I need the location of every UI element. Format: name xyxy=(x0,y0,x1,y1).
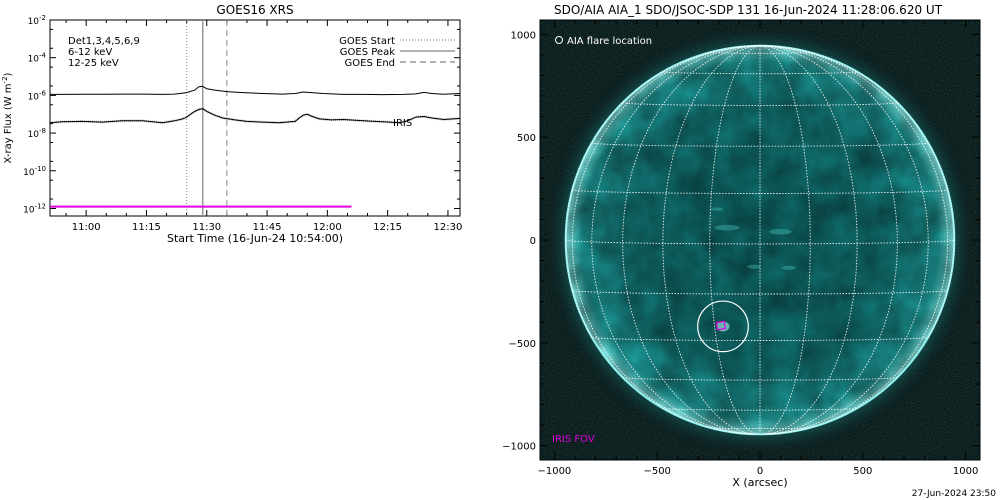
aia-y-tick-label: 500 xyxy=(517,133,536,144)
aia-y-axis: −1000 −500 0 500 1000 xyxy=(502,30,980,453)
longitude-line xyxy=(759,45,858,435)
aia-x-tick-label: −1000 xyxy=(537,466,571,477)
flare-location-circle xyxy=(697,300,749,353)
iris-fov-label: IRIS FOV xyxy=(552,434,595,445)
goes-y-tick-label: 10-4 xyxy=(28,52,47,65)
goes-y-axis-label: X-ray Flux (W m-2) xyxy=(1,72,14,163)
longitude-line xyxy=(565,45,761,338)
goes-x-axis: 11:00 11:15 11:30 11:45 12:00 12:15 12:30 xyxy=(65,20,463,233)
heliographic-grid xyxy=(565,45,955,435)
aia-y-tick-label: 0 xyxy=(530,236,536,247)
longitude-line xyxy=(571,45,761,435)
goes-y-tick-label: 10-6 xyxy=(28,89,47,102)
goes-xrs-chart: GOES16 XRS 11:00 11:15 11:30 11:45 12:00 12:1… xyxy=(1,3,462,245)
latitude-line xyxy=(622,102,898,106)
longitude-line xyxy=(759,45,949,435)
goes-x-tick-label: 12:15 xyxy=(373,222,402,233)
aia-x-tick-label: 500 xyxy=(853,466,872,477)
aia-image-plot: SDO/AIA AIA_1 SDO/JSOC-SDP 131 16-Jun-20… xyxy=(502,3,981,489)
legend-item-12-25-kev: 12-25 keV xyxy=(68,58,119,69)
goes-y-axis: 10-12 10-10 10-8 10-6 10-4 10-2 xyxy=(23,14,460,215)
longitude-line xyxy=(591,45,761,435)
goes-series-line-1 xyxy=(50,85,460,96)
goes-event-lines xyxy=(186,20,228,216)
active-region-glow xyxy=(710,207,723,211)
longitude-line xyxy=(759,45,955,338)
active-region-glow xyxy=(769,228,792,235)
goes-plot-frame xyxy=(49,19,461,217)
aia-x-tick-label: 1000 xyxy=(953,466,978,477)
iris-window-label: IRIS xyxy=(393,118,412,129)
aia-x-axis-label: X (arcsec) xyxy=(732,476,787,489)
flare-markers xyxy=(697,300,749,353)
goes-y-tick-label: 10-10 xyxy=(23,165,46,178)
longitude-line xyxy=(759,45,898,435)
goes-x-tick-label: 12:30 xyxy=(434,222,463,233)
aia-title: SDO/AIA AIA_1 SDO/JSOC-SDP 131 16-Jun-20… xyxy=(554,3,943,17)
legend-goes-end: GOES End xyxy=(345,58,395,69)
goes-y-tick-label: 10-2 xyxy=(28,14,46,27)
goes-x-tick-label: 11:30 xyxy=(192,222,221,233)
aia-y-tick-label: 1000 xyxy=(511,30,536,41)
legend-item-detectors: Det1,3,4,5,6,9 xyxy=(68,36,140,47)
legend-item-6-12-kev: 6-12 keV xyxy=(68,47,112,58)
footer-timestamp: 27-Jun-2024 23:50 xyxy=(912,489,996,499)
sun-disk-texture xyxy=(565,45,955,435)
goes-x-tick-label: 11:45 xyxy=(253,222,282,233)
flare-legend-label: AIA flare location xyxy=(567,36,652,47)
goes-x-tick-label: 11:15 xyxy=(132,222,161,233)
aia-y-tick-label: −1000 xyxy=(502,442,536,453)
goes-x-axis-label: Start Time (16-Jun-24 10:54:00) xyxy=(167,232,343,245)
latitude-line xyxy=(572,189,948,194)
iris-fov-box xyxy=(715,320,727,331)
aia-y-tick-label: −500 xyxy=(509,339,536,350)
aia-x-axis: −1000 −500 0 500 1000 xyxy=(537,20,978,477)
goes-chart-title: GOES16 XRS xyxy=(216,3,293,17)
active-region-glow xyxy=(747,264,761,269)
goes-series xyxy=(50,85,460,208)
aia-x-tick-label: −500 xyxy=(643,466,670,477)
longitude-line xyxy=(622,45,761,435)
legend-goes-start: GOES Start xyxy=(339,36,395,47)
latitude-line xyxy=(572,290,948,295)
longitude-line xyxy=(662,45,761,435)
goes-x-tick-label: 11:00 xyxy=(72,222,101,233)
goes-series-line-2 xyxy=(50,108,460,124)
goes-y-tick-label: 10-8 xyxy=(28,127,46,140)
legend-goes-peak: GOES Peak xyxy=(340,47,395,58)
goes-y-tick-label: 10-12 xyxy=(23,202,46,215)
sun-disk xyxy=(540,20,980,460)
goes-x-tick-label: 12:00 xyxy=(313,222,342,233)
active-region-glow xyxy=(781,265,796,270)
goes-series-noise xyxy=(50,107,460,124)
aia-x-tick-label: 0 xyxy=(757,466,763,477)
longitude-line xyxy=(759,45,929,435)
flare-legend-icon xyxy=(555,36,563,44)
active-region-glow xyxy=(714,224,740,231)
